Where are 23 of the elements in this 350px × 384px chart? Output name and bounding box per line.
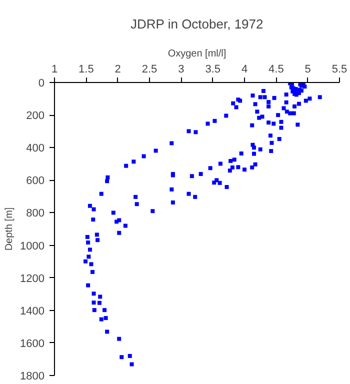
chart-title: JDRP in October, 1972 (130, 16, 264, 32)
x-tick-label: 5 (304, 64, 311, 76)
x-tick-label: 2 (114, 64, 121, 76)
y-tick-label: 1000 (20, 240, 45, 252)
y-tick-label: 200 (26, 110, 45, 122)
x-tick-label: 2.5 (142, 64, 158, 76)
y-tick-label: 0 (38, 78, 45, 90)
x-tick-label: 3 (178, 64, 184, 76)
y-tick-label: 1200 (20, 272, 45, 285)
x-tick-label: 1 (51, 64, 58, 76)
y-tick-label: 400 (26, 142, 45, 155)
x-axis-title: Oxygen [ml/l] (168, 48, 226, 60)
y-tick-label: 1600 (20, 338, 45, 350)
y-tick-label: 1400 (20, 305, 45, 318)
x-tick-label: 3.5 (205, 64, 220, 76)
x-tick-label: 4 (241, 64, 248, 76)
x-tick-label: 4.5 (268, 64, 284, 76)
y-tick-label: 600 (26, 175, 45, 188)
y-tick-label: 1800 (20, 370, 45, 382)
x-tick-label: 5.5 (332, 64, 348, 76)
y-tick-label: 800 (26, 208, 45, 220)
y-axis-title: Depth [m] (4, 207, 16, 251)
x-tick-label: 1.5 (78, 64, 94, 76)
